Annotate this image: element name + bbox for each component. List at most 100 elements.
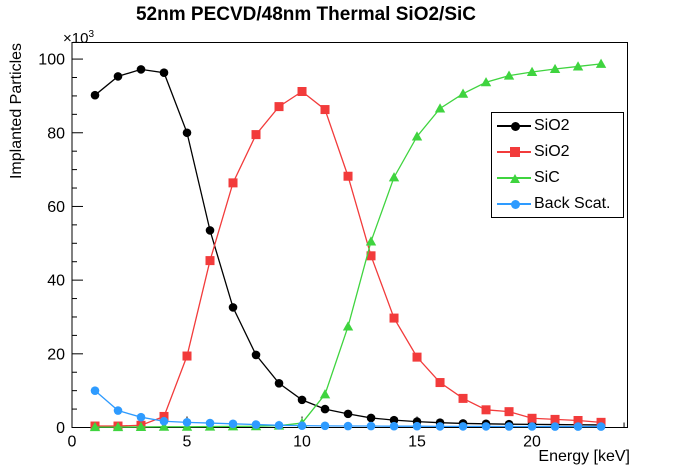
- series-3-point: [90, 386, 100, 395]
- circle-marker-icon: [511, 121, 520, 131]
- series-3-point: [458, 422, 468, 431]
- series-0-point: [159, 68, 169, 78]
- series-0-point: [297, 395, 307, 405]
- series-1-point: [366, 251, 376, 261]
- series-1-point: [389, 313, 399, 323]
- legend-label: Back Scat.: [534, 195, 611, 212]
- series-0-point: [113, 72, 123, 81]
- series-1-point: [159, 411, 169, 421]
- series-3-point: [159, 416, 169, 426]
- x-tick-label: 5: [183, 434, 192, 451]
- legend-item-sio2-red: SiO2: [492, 139, 623, 165]
- legend-label: SiC: [534, 169, 560, 186]
- series-1-point: [228, 178, 238, 188]
- series-1-point: [435, 378, 445, 388]
- series-0-point: [205, 226, 215, 235]
- series-3-point: [136, 412, 146, 422]
- legend-marker-cell: [492, 113, 534, 139]
- legend-marker-cell: [492, 191, 534, 217]
- y-tick-label: 0: [56, 420, 65, 437]
- series-3-point: [251, 420, 261, 429]
- series-0-point: [320, 404, 330, 414]
- series-3-point: [596, 422, 606, 431]
- square-marker-icon: [510, 147, 520, 157]
- series-1-point: [320, 105, 330, 115]
- series-0-point: [343, 409, 353, 419]
- legend-label: SiO2: [534, 117, 570, 134]
- series-1-point: [458, 393, 468, 403]
- series-3-point: [481, 422, 491, 431]
- series-0-point: [90, 90, 100, 100]
- series-3-point: [320, 421, 330, 431]
- series-2-point: [135, 421, 147, 431]
- series-2-point: [572, 61, 584, 71]
- series-1-point: [550, 414, 560, 424]
- x-tick-label: 0: [68, 434, 77, 451]
- series-2-point: [112, 421, 124, 432]
- series-2-point: [595, 58, 607, 68]
- series-1-point: [527, 413, 537, 423]
- series-3-point: [113, 406, 123, 415]
- series-0-point: [228, 303, 238, 312]
- series-2-point: [480, 77, 492, 87]
- y-tick-label: 100: [38, 52, 65, 69]
- series-3-point: [205, 418, 215, 428]
- chart-title: 52nm PECVD/48nm Thermal SiO2/SiC: [135, 4, 476, 25]
- series-1-point: [504, 407, 514, 417]
- series-3-point: [182, 418, 192, 427]
- series-2-point: [388, 172, 400, 182]
- series-3-point: [527, 422, 537, 431]
- series-2-point: [526, 66, 538, 76]
- legend-marker-cell: [492, 139, 534, 165]
- series-line-3-back-scat: [94, 390, 602, 428]
- legend-item-sio2-black: SiO2: [492, 113, 623, 139]
- series-2-point: [365, 236, 377, 246]
- y-tick-label: 20: [47, 346, 65, 363]
- x-axis-title: Energy [keV]: [538, 448, 630, 465]
- series-0-point: [274, 378, 284, 388]
- y-tick-label: 60: [47, 199, 65, 216]
- series-0-point: [366, 413, 376, 423]
- series-0-point: [251, 350, 261, 360]
- series-2-point: [503, 70, 515, 80]
- series-3-point: [504, 422, 514, 431]
- series-2-point: [158, 421, 170, 431]
- series-1-point: [205, 256, 215, 266]
- series-3-point: [412, 421, 422, 431]
- series-1-point: [251, 130, 261, 140]
- series-3-point: [366, 421, 376, 431]
- series-1-point: [412, 352, 422, 362]
- legend-item-back-scat: Back Scat.: [492, 191, 623, 217]
- series-1-point: [274, 102, 284, 112]
- series-1-point: [573, 416, 583, 425]
- legend-marker-cell: [492, 165, 534, 191]
- series-3-point: [573, 422, 583, 431]
- series-1-point: [481, 405, 491, 415]
- x-tick-label: 10: [293, 434, 311, 451]
- legend-label: SiO2: [534, 143, 570, 160]
- series-2-point: [342, 321, 354, 331]
- series-2-point: [319, 389, 331, 399]
- series-3-point: [550, 422, 560, 431]
- series-3-point: [343, 421, 353, 431]
- series-2-point: [457, 88, 469, 98]
- series-3-point: [274, 420, 284, 430]
- triangle-marker-icon: [510, 173, 520, 183]
- plot-frame: [71, 42, 628, 428]
- series-0-point: [182, 128, 192, 138]
- circle-marker-icon: [511, 199, 520, 209]
- series-1-point: [297, 87, 307, 96]
- series-3-point: [297, 421, 307, 430]
- series-1-point: [343, 171, 353, 181]
- y-tick-label: 80: [47, 125, 65, 142]
- y-axis-exponent: 3: [88, 29, 95, 40]
- series-3-point: [389, 421, 399, 431]
- legend-box: SiO2 SiO2 SiC Back Scat.: [491, 112, 624, 218]
- series-3-point: [435, 422, 445, 431]
- series-0-point: [389, 415, 399, 425]
- x-tick-label: 15: [408, 434, 426, 451]
- series-3-point: [228, 419, 238, 429]
- series-1-point: [182, 351, 192, 361]
